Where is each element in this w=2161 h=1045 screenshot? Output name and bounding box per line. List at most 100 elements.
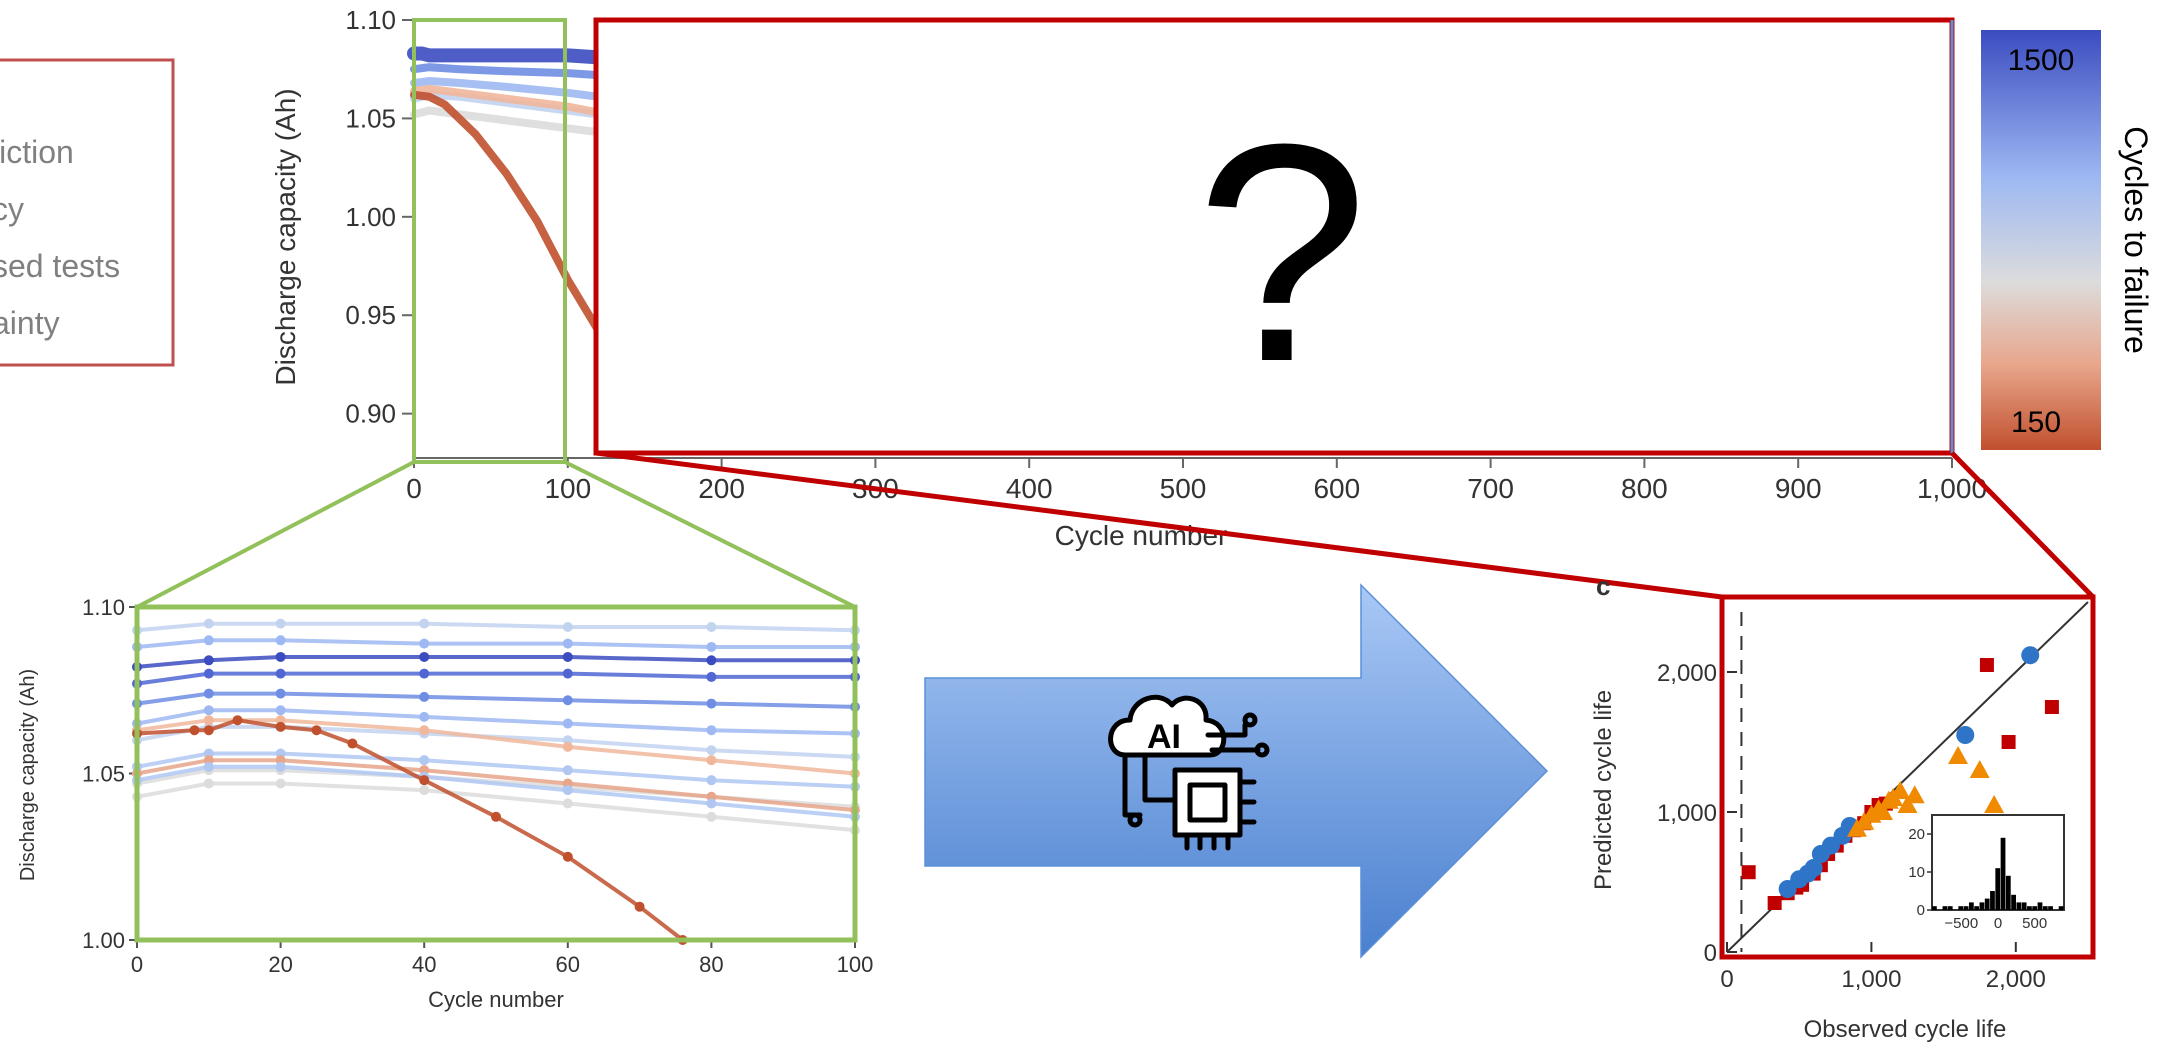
zoom-chart-point (419, 785, 430, 796)
zoom-chart-point (275, 668, 286, 679)
zoom-chart-point (706, 745, 717, 756)
zoom-chart-point (634, 901, 645, 912)
zoom-chart-point (562, 695, 573, 706)
zoom-chart-point (706, 698, 717, 709)
inset-hist-bar (2032, 906, 2038, 910)
zoom-chart-point (347, 738, 358, 749)
inset-x-tick-label: 500 (2022, 915, 2047, 932)
parity-point-square (1767, 896, 1782, 910)
parity-point-triangle (1984, 795, 2005, 813)
inset-y-tick-label: 0 (1917, 902, 1925, 919)
inset-hist-bar (1990, 891, 1995, 910)
question-mark: ? (1196, 79, 1368, 426)
top-chart-x-tick-label: 0 (406, 473, 422, 504)
zoom-chart-point (706, 798, 717, 809)
zoom-chart-x-tick-label: 0 (131, 952, 143, 977)
parity-chart: c 0 1,000 2,000 0 1,000 2,000 −500 0 500 0 10 20 O… (1590, 571, 2096, 1043)
zoom-chart-point (232, 715, 243, 726)
colorbar: 1500 150 Cycles to failure (1981, 30, 2154, 450)
top-chart-series-line (410, 90, 603, 335)
inset-hist-bar (1947, 906, 1953, 910)
zoom-chart-point (562, 851, 573, 862)
zoom-chart-point (419, 725, 430, 736)
inset-hist-bar (2058, 906, 2064, 910)
zoom-chart-point (275, 721, 286, 732)
parity-panel-letter: c (1596, 571, 1610, 601)
ai-chip-icon: AI (1108, 694, 1270, 851)
parity-y-label: Predicted cycle life (1590, 690, 1617, 890)
side-panel-line-2: cy (0, 191, 24, 227)
parity-point-triangle (1897, 795, 1918, 813)
zoom-chart-point (562, 668, 573, 679)
side-panel-line-3: sed tests (0, 248, 120, 284)
top-chart-x-tick-label: 900 (1775, 473, 1822, 504)
parity-point-triangle (1890, 781, 1911, 799)
zoom-line-left (136, 460, 415, 609)
zoom-target-frame (134, 604, 858, 943)
parity-point-square (1741, 865, 1756, 880)
parity-x-tick-label: 0 (1720, 966, 1733, 993)
inset-hist-bar (1932, 906, 1937, 910)
prediction-connector (595, 450, 2095, 600)
zoom-chart-point (706, 775, 717, 786)
zoom-chart-point (706, 811, 717, 822)
side-panel: liction cy sed tests ainty (0, 58, 175, 367)
connector-line-right (1950, 451, 2095, 599)
inset-hist-bar (1942, 906, 1948, 910)
zoom-chart-point (562, 741, 573, 752)
top-chart-x-tick-label: 200 (698, 473, 745, 504)
parity-x-label: Observed cycle life (1804, 1016, 2007, 1043)
zoom-chart-point (203, 668, 214, 679)
zoom-connector (136, 18, 856, 609)
parity-point-triangle (1872, 802, 1893, 820)
inset-y-tick-label: 10 (1908, 864, 1925, 881)
parity-point-circle (2021, 646, 2040, 665)
parity-y-tick-label: 0 (1704, 940, 1717, 967)
colorbar-gradient (1981, 30, 2101, 450)
zoom-chart-y-label: Discharge capacity (Ah) (17, 669, 39, 881)
zoom-chart-point (419, 755, 430, 766)
parity-point-square (2001, 735, 2016, 749)
zoom-chart-point (311, 725, 322, 736)
inset-hist-bar (2027, 906, 2032, 910)
inset-hist-bar (1995, 868, 2001, 910)
inset-hist-bar (2021, 902, 2027, 910)
zoom-chart-point (419, 618, 430, 629)
top-chart-series-line (407, 46, 606, 65)
ai-label: AI (1147, 718, 1181, 756)
error-histogram-inset: −500 0 500 0 10 20 (1908, 814, 2065, 932)
zoom-chart-point (275, 778, 286, 789)
zoom-chart-point (203, 725, 214, 736)
zoom-chart-point (275, 651, 286, 662)
zoom-chart-point (706, 671, 717, 682)
parity-y-tick-label: 2,000 (1657, 660, 1717, 687)
zoom-chart-x-tick-label: 60 (556, 952, 580, 977)
zoom-chart-point (419, 638, 430, 649)
zoom-chart-point (419, 775, 430, 786)
inset-hist-bar (1968, 902, 1974, 910)
inset-hist-bar (2042, 906, 2048, 910)
inset-hist-bar (2037, 902, 2043, 910)
zoom-chart-series-line (136, 671, 855, 686)
zoom-chart-point (189, 725, 200, 736)
zoom-chart-series-line (136, 621, 856, 633)
colorbar-title: Cycles to failure (2118, 126, 2154, 354)
side-panel-line-1: liction (0, 134, 74, 170)
parity-chart-series (1741, 646, 2059, 910)
inset-hist-bar (2048, 906, 2053, 910)
top-capacity-chart: 01002003004005006007008009001,0000.900.9… (270, 5, 1987, 551)
parity-x-tick-label: 1,000 (1841, 966, 1901, 993)
zoom-source-box (412, 18, 567, 464)
zoom-chart-y-tick-label: 1.10 (82, 595, 125, 620)
zoom-chart-point (419, 668, 430, 679)
zoom-chart-point (491, 811, 501, 822)
zoom-chart-point (562, 621, 573, 632)
zoom-chart-point (562, 638, 573, 649)
zoom-chart-point (562, 651, 573, 662)
parity-x-tick-label: 2,000 (1986, 966, 2046, 993)
parity-point-triangle (1969, 760, 1990, 778)
inset-hist-bar (1984, 898, 1990, 910)
top-chart-x-tick-label: 800 (1621, 473, 1668, 504)
zoom-chart-point (562, 765, 573, 776)
